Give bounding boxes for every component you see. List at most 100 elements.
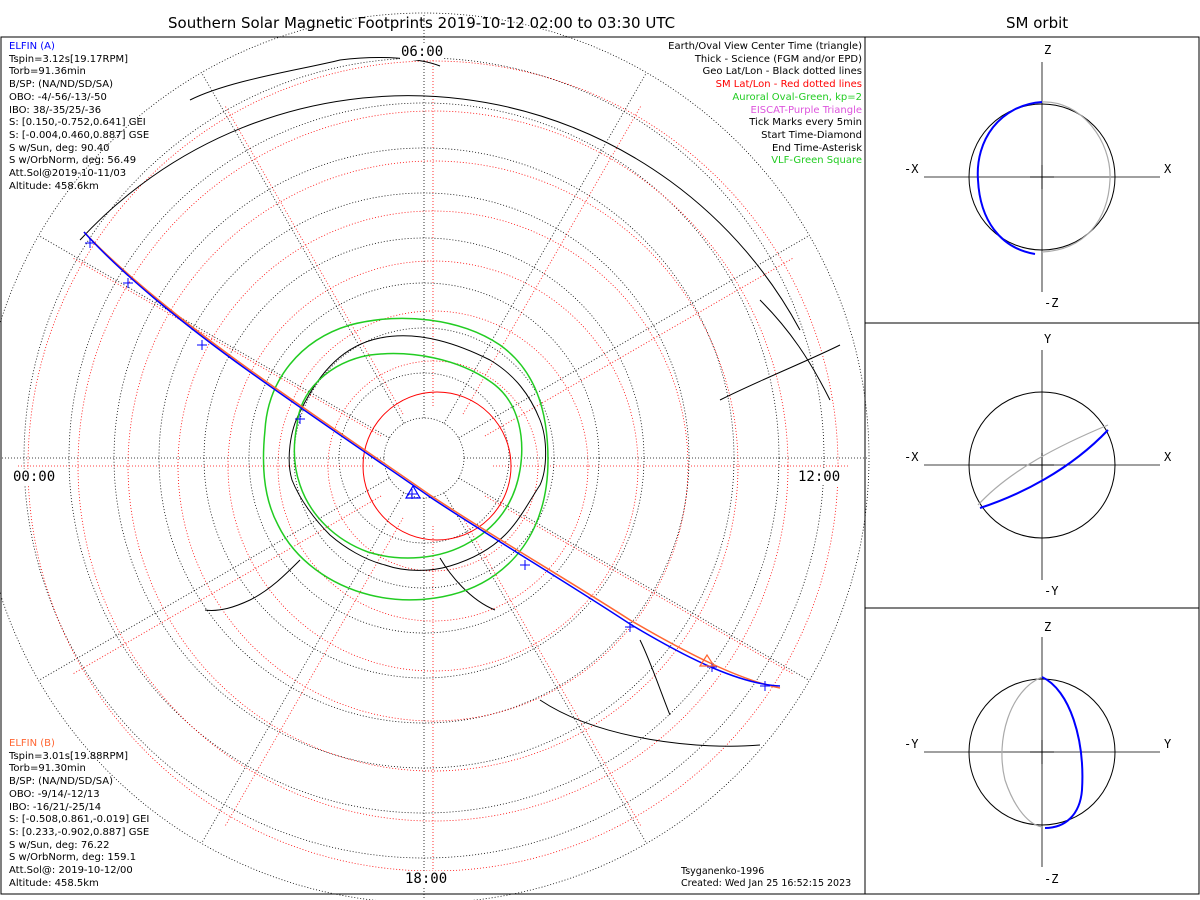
elfin-a-info: ELFIN (A) Tspin=3.12s[19.17RPM] Torb=91.… bbox=[9, 41, 149, 193]
mlt-label-18: 18:00 bbox=[404, 871, 449, 887]
sm-lat-circle bbox=[127, 160, 739, 772]
elfin-b-line: S: [-0.508,0.861,-0.019] GEI bbox=[9, 814, 150, 826]
orbit2-left-label: -X bbox=[904, 450, 919, 464]
view-center-triangle bbox=[698, 653, 716, 667]
elfin-a-tick bbox=[123, 278, 133, 288]
orbit-a-path bbox=[976, 101, 1043, 255]
geo-lon-line bbox=[458, 235, 810, 439]
mlt-label-12: 12:00 bbox=[797, 469, 842, 485]
elfin-a-line: OBO: -4/-56/-13/-50 bbox=[9, 91, 107, 103]
orbit1-left-label: -X bbox=[904, 162, 919, 176]
elfin-b-line: Altitude: 458.5km bbox=[9, 877, 99, 889]
sm-lon-line bbox=[225, 106, 404, 415]
created-label: Created: Wed Jan 25 16:52:15 2023 bbox=[681, 878, 852, 889]
orbit3-top-label: Z bbox=[1044, 620, 1052, 634]
sm-lon-line bbox=[225, 517, 404, 826]
elfin-b-line: Torb=91.30min bbox=[9, 763, 86, 775]
elfin-a-line: B/SP: (NA/ND/SD/SA) bbox=[9, 79, 113, 91]
sm-lon-line bbox=[462, 517, 641, 826]
legend-item: Geo Lat/Lon - Black dotted lines bbox=[702, 66, 862, 78]
elfin-b-name: ELFIN (B) bbox=[9, 738, 55, 749]
geo-lat-circle bbox=[0, 12, 870, 900]
orbit-a-path bbox=[979, 429, 1109, 509]
geo-lat-circle bbox=[158, 192, 690, 724]
coastline-segment bbox=[439, 557, 496, 611]
legend-item: Earth/Oval View Center Time (triangle) bbox=[668, 41, 862, 52]
elfin-a-tick bbox=[197, 340, 207, 350]
legend-item: VLF-Green Square bbox=[771, 155, 862, 167]
elfin-b-line: OBO: -9/14/-12/13 bbox=[9, 788, 100, 800]
legend-item: Auroral Oval-Green, kp=2 bbox=[732, 91, 862, 103]
horizon-arc bbox=[539, 699, 761, 747]
elfin-a-tick bbox=[295, 414, 305, 424]
sm-lat-circle bbox=[77, 110, 789, 822]
auroral-oval bbox=[262, 317, 549, 601]
elfin-footprint-tracks bbox=[83, 231, 781, 691]
legend-item: Thick - Science (FGM and/or EPD) bbox=[694, 53, 862, 65]
orbit-frame bbox=[864, 36, 1200, 895]
elfin-a-line: S w/Sun, deg: 90.40 bbox=[9, 142, 110, 154]
elfin-a-line: IBO: 38/-35/25/-36 bbox=[9, 104, 102, 116]
orbit2-top-label: Y bbox=[1044, 332, 1052, 346]
elfin-b-track bbox=[83, 231, 781, 689]
orbit3-left-label: -Y bbox=[904, 737, 919, 751]
legend-item: End Time-Asterisk bbox=[771, 142, 862, 154]
geo-lon-line bbox=[38, 477, 390, 681]
legend-item: SM Lat/Lon - Red dotted lines bbox=[715, 79, 862, 91]
orbit-title: SM orbit bbox=[1006, 14, 1069, 32]
orbit3-right-label: Y bbox=[1164, 737, 1172, 751]
orbit-b-path bbox=[1041, 101, 1111, 253]
elfin-a-line: S w/OrbNorm, deg: 56.49 bbox=[9, 155, 137, 167]
orbit-b-path bbox=[977, 424, 1109, 506]
map-legend: Earth/Oval View Center Time (triangle) T… bbox=[668, 41, 862, 168]
model-label: Tsyganenko-1996 bbox=[681, 866, 765, 877]
coastline-segment bbox=[719, 344, 841, 401]
coastline-segment bbox=[639, 639, 671, 716]
legend-item: EISCAT-Purple Triangle bbox=[750, 104, 863, 116]
elfin-b-line: Att.Sol@: 2019-10-12/00 bbox=[9, 865, 133, 877]
elfin-a-track bbox=[83, 231, 781, 687]
orbit1-right-label: X bbox=[1164, 162, 1172, 176]
orbit2-right-label: X bbox=[1164, 450, 1172, 464]
auroral-oval-outer bbox=[262, 317, 549, 601]
geo-lon-line bbox=[443, 72, 647, 424]
geo-lon-line bbox=[201, 72, 405, 424]
legend-item: Start Time-Diamond bbox=[761, 129, 862, 141]
orbit3-bottom-label: -Z bbox=[1044, 872, 1059, 886]
geo-lon-line bbox=[201, 492, 405, 844]
mlt-label-06: 06:00 bbox=[400, 44, 445, 60]
orbit-a-path bbox=[1041, 676, 1084, 829]
sm-lon-line bbox=[462, 106, 641, 415]
elfin-b-line: Tspin=3.01s[19.88RPM] bbox=[9, 750, 129, 762]
elfin-a-tick bbox=[625, 622, 635, 632]
sm-lon-line bbox=[484, 258, 793, 437]
elfin-b-info: ELFIN (B) Tspin=3.01s[19.88RPM] Torb=91.… bbox=[9, 738, 149, 890]
horizon-arc bbox=[79, 95, 801, 331]
orbit-b-path bbox=[1001, 676, 1043, 828]
sm-lon-line bbox=[73, 258, 382, 437]
elfin-a-line: S: [-0.004,0.460,0.887] GSE bbox=[9, 129, 150, 141]
elfin-b-line: S w/OrbNorm, deg: 159.1 bbox=[9, 852, 137, 864]
sm-latlon-grid bbox=[18, 51, 848, 881]
orbit2-bottom-label: -Y bbox=[1044, 584, 1059, 598]
elfin-a-line: S: [0.150,-0.752,0.641] GEI bbox=[9, 117, 146, 129]
elfin-a-tick bbox=[760, 681, 770, 691]
coastline-segment bbox=[204, 559, 301, 611]
orbit1-bottom-label: -Z bbox=[1044, 296, 1059, 310]
elfin-a-line: Altitude: 458.6km bbox=[9, 180, 99, 192]
sm-lat-circle bbox=[177, 210, 689, 722]
coastline-segment bbox=[759, 299, 831, 401]
mlt-label-00: 00:00 bbox=[12, 469, 57, 485]
sm-orbit-plots bbox=[924, 62, 1160, 867]
geo-lat-circle bbox=[338, 372, 510, 544]
geo-lon-line bbox=[443, 492, 647, 844]
geo-lat-circle bbox=[68, 102, 780, 814]
view-center-triangle bbox=[404, 484, 422, 499]
auroral-oval-inner bbox=[293, 352, 523, 559]
elfin-b-line: B/SP: (NA/ND/SD/SA) bbox=[9, 776, 113, 788]
elfin-a-tick bbox=[520, 560, 530, 570]
map-footer: Tsyganenko-1996 Created: Wed Jan 25 16:5… bbox=[681, 866, 851, 890]
elfin-a-tick bbox=[85, 238, 95, 248]
sm-lon-line bbox=[73, 495, 382, 674]
